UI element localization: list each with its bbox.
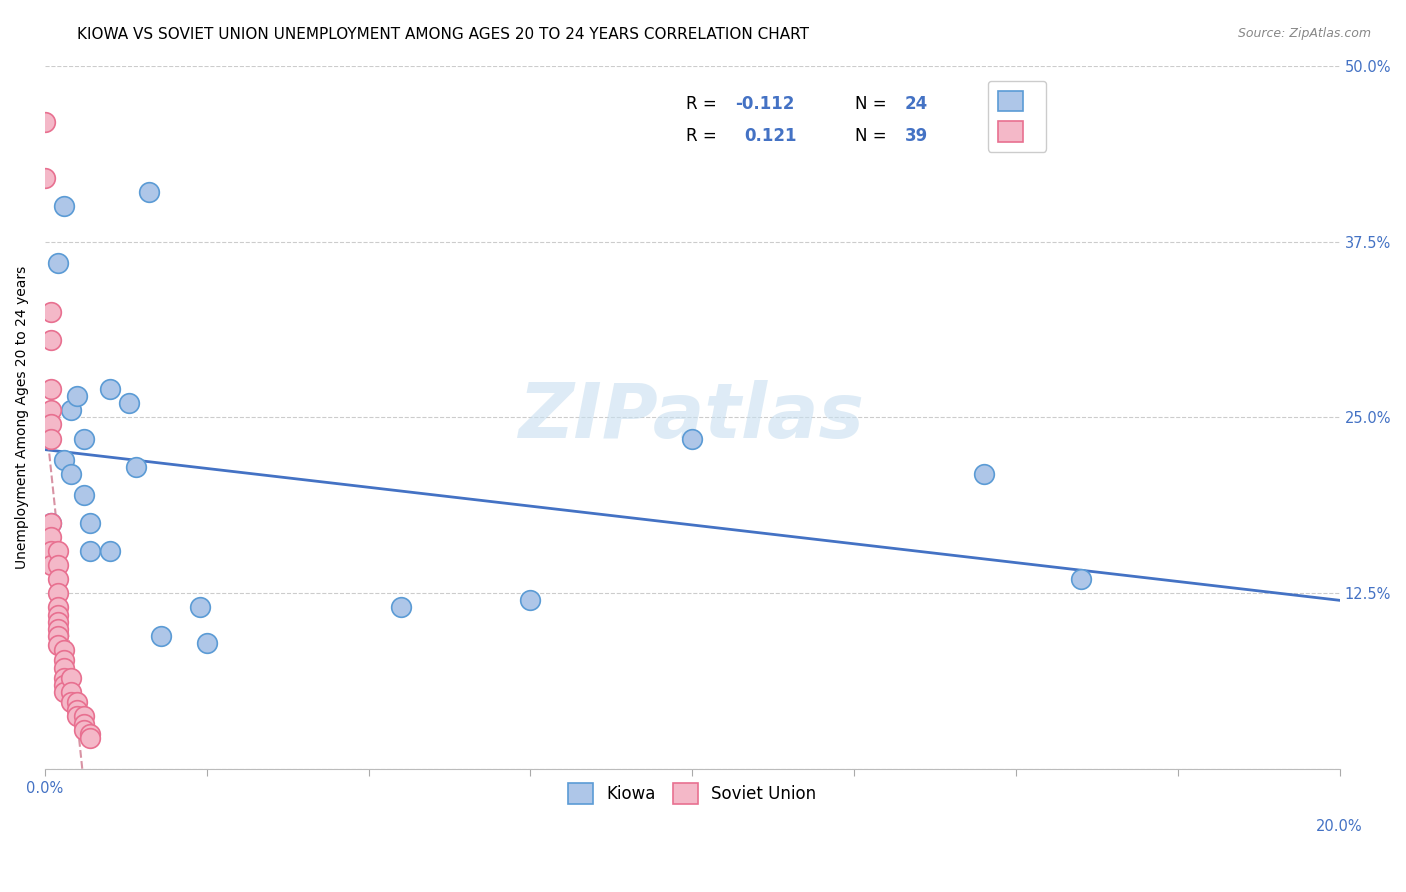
Point xyxy=(1070,572,1092,586)
Point xyxy=(53,199,76,213)
Point xyxy=(59,467,82,481)
Point xyxy=(41,305,63,319)
Text: 39: 39 xyxy=(904,127,928,145)
Point xyxy=(59,695,82,709)
Point xyxy=(46,600,69,615)
Point xyxy=(41,417,63,432)
Text: ZIPatlas: ZIPatlas xyxy=(519,381,865,454)
Point xyxy=(34,171,56,186)
Point xyxy=(46,572,69,586)
Point xyxy=(973,467,995,481)
Point xyxy=(138,186,160,200)
Point xyxy=(41,382,63,396)
Point xyxy=(195,635,218,649)
Point xyxy=(519,593,541,607)
Point xyxy=(98,382,121,396)
Point xyxy=(59,685,82,699)
Point xyxy=(53,642,76,657)
Point xyxy=(41,432,63,446)
Text: 0.121: 0.121 xyxy=(744,127,797,145)
Point xyxy=(73,488,96,502)
Point xyxy=(66,709,89,723)
Point xyxy=(41,403,63,417)
Point xyxy=(41,516,63,530)
Legend: Kiowa, Soviet Union: Kiowa, Soviet Union xyxy=(562,777,823,810)
Point xyxy=(79,727,101,741)
Point xyxy=(46,639,69,653)
Text: N =: N = xyxy=(855,95,893,113)
Point xyxy=(34,115,56,129)
Point xyxy=(46,558,69,573)
Point xyxy=(41,544,63,558)
Text: R =: R = xyxy=(686,95,721,113)
Point xyxy=(79,516,101,530)
Point xyxy=(46,622,69,636)
Point xyxy=(98,544,121,558)
Point xyxy=(46,629,69,643)
Point xyxy=(79,544,101,558)
Point xyxy=(41,333,63,347)
Text: KIOWA VS SOVIET UNION UNEMPLOYMENT AMONG AGES 20 TO 24 YEARS CORRELATION CHART: KIOWA VS SOVIET UNION UNEMPLOYMENT AMONG… xyxy=(77,27,810,42)
Point xyxy=(46,586,69,600)
Y-axis label: Unemployment Among Ages 20 to 24 years: Unemployment Among Ages 20 to 24 years xyxy=(15,266,30,569)
Point xyxy=(53,685,76,699)
Point xyxy=(188,600,211,615)
Point xyxy=(118,396,141,410)
Point xyxy=(124,459,146,474)
Point xyxy=(73,717,96,731)
Point xyxy=(73,723,96,737)
Point xyxy=(46,607,69,622)
Text: 24: 24 xyxy=(904,95,928,113)
Text: Source: ZipAtlas.com: Source: ZipAtlas.com xyxy=(1237,27,1371,40)
Point xyxy=(150,629,173,643)
Point xyxy=(53,652,76,666)
Point xyxy=(41,516,63,530)
Point xyxy=(41,530,63,544)
Text: -0.112: -0.112 xyxy=(735,95,794,113)
Text: R =: R = xyxy=(686,127,727,145)
Point xyxy=(66,703,89,717)
Point xyxy=(41,558,63,573)
Text: 20.0%: 20.0% xyxy=(1316,819,1362,834)
Point xyxy=(53,671,76,685)
Point xyxy=(681,432,703,446)
Point xyxy=(73,709,96,723)
Text: N =: N = xyxy=(855,127,893,145)
Point xyxy=(66,389,89,403)
Point xyxy=(53,678,76,692)
Point xyxy=(389,600,412,615)
Point xyxy=(66,695,89,709)
Point xyxy=(79,731,101,746)
Point xyxy=(46,615,69,629)
Point xyxy=(53,661,76,675)
Point xyxy=(46,544,69,558)
Point xyxy=(59,403,82,417)
Point xyxy=(73,432,96,446)
Point xyxy=(53,452,76,467)
Point xyxy=(46,255,69,269)
Point xyxy=(59,671,82,685)
